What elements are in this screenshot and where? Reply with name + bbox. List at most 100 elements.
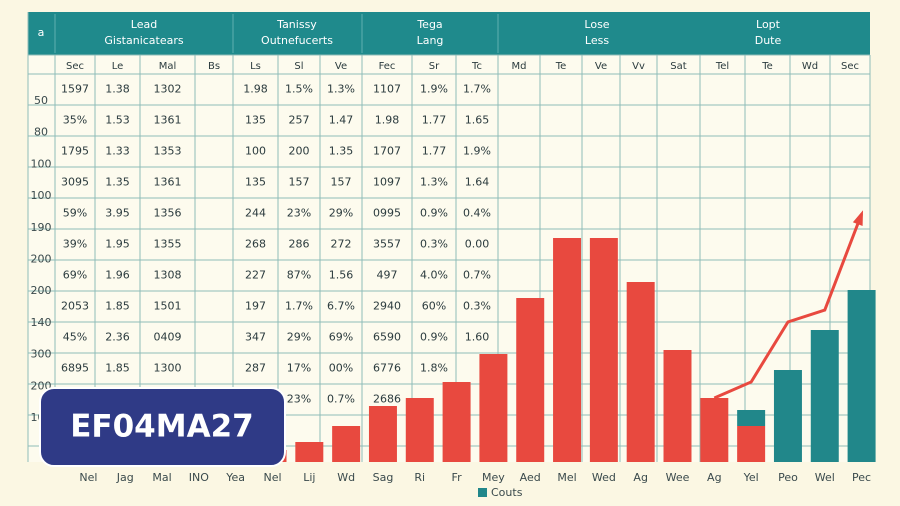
cell: 197 <box>245 300 266 313</box>
x-tick-label: INO <box>189 471 209 484</box>
cell: 1.96 <box>105 269 130 282</box>
cell: 69% <box>329 331 353 344</box>
column-label: Sl <box>294 61 303 72</box>
row-label: 100 <box>31 189 52 202</box>
cell: 227 <box>245 269 266 282</box>
cell: 0.3% <box>463 300 491 313</box>
cell: 1.85 <box>105 362 130 375</box>
cell: 0.7% <box>463 269 491 282</box>
bar <box>479 354 508 462</box>
cell: 2.36 <box>105 331 130 344</box>
cell: 0995 <box>373 207 401 220</box>
row-label: 200 <box>31 379 52 392</box>
cell: 1.35 <box>105 176 130 189</box>
column-label: Ve <box>595 61 607 72</box>
cell: 272 <box>331 238 352 251</box>
cell: 1107 <box>373 83 401 96</box>
cell: 1097 <box>373 176 401 189</box>
bar <box>405 398 434 462</box>
x-tick-label: Pec <box>852 471 871 484</box>
cell: 1.53 <box>105 114 130 127</box>
bar <box>737 410 766 426</box>
cell: 1501 <box>154 300 182 313</box>
cell: 1.60 <box>465 331 490 344</box>
badge <box>39 387 286 467</box>
row-label: 50 <box>34 94 48 107</box>
x-tick-label: Wel <box>815 471 835 484</box>
x-tick-label: Ri <box>414 471 425 484</box>
cell: 257 <box>289 114 310 127</box>
row-label: 140 <box>31 316 52 329</box>
column-label: Fec <box>379 61 396 72</box>
group-label: Gistanicatears <box>104 34 184 47</box>
column-label: Te <box>555 61 567 72</box>
cell: 6776 <box>373 362 401 375</box>
cell: 157 <box>289 176 310 189</box>
cell: 0409 <box>154 331 182 344</box>
cell: 1.5% <box>285 83 313 96</box>
cell: 497 <box>377 269 398 282</box>
x-tick-label: Ag <box>707 471 722 484</box>
cell: 0.9% <box>420 331 448 344</box>
cell: 135 <box>245 114 266 127</box>
cell: 100 <box>245 145 266 158</box>
x-tick-label: Jag <box>116 471 134 484</box>
bar <box>773 370 802 462</box>
cell: 1355 <box>154 238 182 251</box>
badge-label: EF04MA27 <box>70 409 253 445</box>
x-tick-label: Wee <box>666 471 690 484</box>
trend-line <box>713 213 863 400</box>
cell: 2686 <box>373 393 401 406</box>
cell: 4.0% <box>420 269 448 282</box>
bar <box>442 382 471 462</box>
column-label: Tel <box>715 61 729 72</box>
cell: 1.98 <box>375 114 400 127</box>
x-tick-label: Aed <box>520 471 541 484</box>
cell: 1.77 <box>422 145 447 158</box>
cell: 1.3% <box>327 83 355 96</box>
cell: 268 <box>245 238 266 251</box>
legend-swatch <box>478 488 487 497</box>
legend-label: Couts <box>491 486 523 499</box>
cell: 23% <box>287 393 311 406</box>
cell: 1361 <box>154 176 182 189</box>
x-tick-label: Mel <box>557 471 576 484</box>
cell: 0.9% <box>420 207 448 220</box>
cell: 1361 <box>154 114 182 127</box>
x-tick-label: Ag <box>633 471 648 484</box>
cell: 1.38 <box>105 83 130 96</box>
cell: 29% <box>287 331 311 344</box>
header-band <box>28 12 870 55</box>
cell: 1308 <box>154 269 182 282</box>
x-tick-label: Lij <box>303 471 315 484</box>
cell: 1.56 <box>329 269 354 282</box>
cell: 1.8% <box>420 362 448 375</box>
column-label: Ls <box>250 61 261 72</box>
cell: 287 <box>245 362 266 375</box>
cell: 1.77 <box>422 114 447 127</box>
bar <box>589 238 618 462</box>
cell: 69% <box>63 269 87 282</box>
cell: 1.95 <box>105 238 130 251</box>
x-tick-label: Sag <box>373 471 394 484</box>
group-label: Lose <box>584 18 609 31</box>
group-label: Lang <box>417 34 444 47</box>
cell: 0.00 <box>465 238 490 251</box>
cell: 1.85 <box>105 300 130 313</box>
cell: 1.7% <box>285 300 313 313</box>
column-label: Tc <box>471 61 482 72</box>
row-label: 200 <box>31 284 52 297</box>
bar <box>626 282 655 462</box>
cell: 0.4% <box>463 207 491 220</box>
cell: 1.9% <box>463 145 491 158</box>
group-label: Lopt <box>756 18 781 31</box>
group-label: Tanissy <box>276 18 317 31</box>
cell: 1.98 <box>243 83 268 96</box>
column-label: Md <box>512 61 527 72</box>
row-label: 100 <box>31 157 52 170</box>
cell: 1.9% <box>420 83 448 96</box>
x-tick-label: Wd <box>337 471 355 484</box>
x-tick-label: Wed <box>592 471 616 484</box>
bar <box>553 238 582 462</box>
cell: 60% <box>422 300 446 313</box>
